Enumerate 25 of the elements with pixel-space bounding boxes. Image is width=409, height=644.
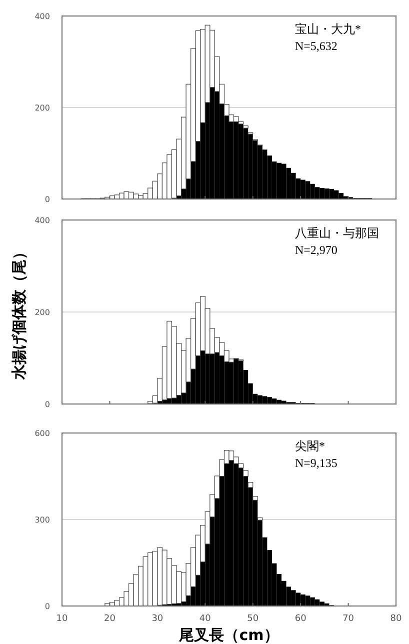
x-tick-label: 30 xyxy=(152,614,164,624)
annotation: N=5,632 xyxy=(295,39,338,53)
y-axis-title: 水揚げ個体数（尾） xyxy=(10,244,28,380)
annotation: N=9,135 xyxy=(295,456,338,470)
y-tick-label: 0 xyxy=(44,400,50,409)
y-tick-label: 200 xyxy=(34,104,50,112)
x-tick-label: 70 xyxy=(342,614,354,624)
annotation: N=2,970 xyxy=(295,243,338,257)
y-tick-label: 200 xyxy=(34,308,50,317)
x-tick-label: 50 xyxy=(247,614,259,624)
x-tick-label: 40 xyxy=(199,614,212,624)
x-tick-label: 60 xyxy=(294,614,307,624)
x-tick-label: 20 xyxy=(104,614,116,624)
annotation: 宝山・大九* xyxy=(295,22,361,36)
annotation: 尖閣* xyxy=(295,439,325,453)
y-tick-label: 0 xyxy=(44,195,50,204)
y-tick-label: 600 xyxy=(34,429,50,438)
y-tick-label: 0 xyxy=(44,602,50,611)
y-tick-label: 400 xyxy=(34,216,50,225)
x-tick-label: 80 xyxy=(390,614,402,624)
y-tick-label: 300 xyxy=(34,516,50,524)
y-tick-label: 400 xyxy=(34,12,50,21)
x-tick-label: 10 xyxy=(56,614,68,624)
annotation: 八重山・与那国 xyxy=(295,226,379,240)
x-axis-title: 尾叉長（cm） xyxy=(178,626,279,644)
